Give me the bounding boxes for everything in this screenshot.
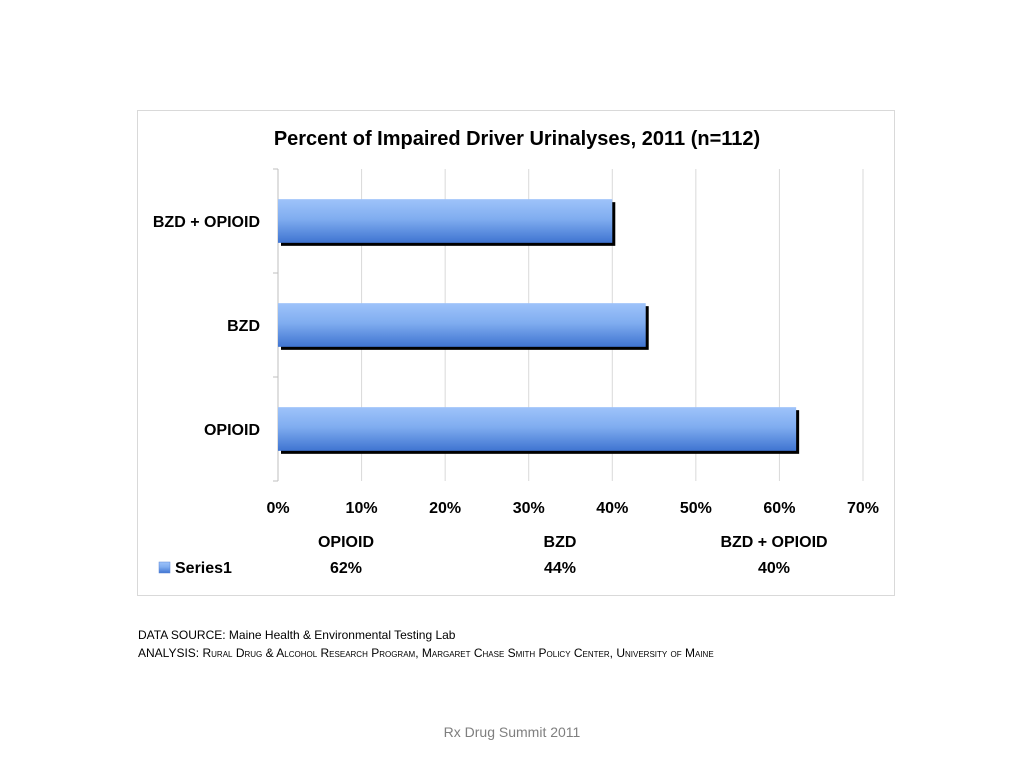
data-source-prefix: DATA SOURCE: (138, 628, 229, 642)
chart-frame: Percent of Impaired Driver Urinalyses, 2… (137, 110, 895, 596)
analysis-text: Rural Drug & Alcohol Research Program, M… (202, 646, 714, 660)
data-source-text: Maine Health & Environmental Testing Lab (228, 628, 456, 642)
bar-bzd (278, 303, 646, 347)
data-label: 44% (544, 560, 576, 577)
table-header: OPIOID (318, 534, 374, 551)
data-source-note: DATA SOURCE: Maine Health & Environmenta… (138, 627, 455, 644)
analysis-note: ANALYSIS: Rural Drug & Alcohol Research … (138, 645, 714, 662)
x-tick-label: 40% (596, 500, 628, 517)
table-header: BZD + OPIOID (720, 534, 827, 551)
x-tick-label: 70% (847, 500, 879, 517)
category-label: BZD + OPIOID (153, 214, 260, 231)
x-tick-label: 50% (680, 500, 712, 517)
x-tick-label: 30% (513, 500, 545, 517)
x-tick-label: 60% (763, 500, 795, 517)
data-label: 62% (330, 560, 362, 577)
x-tick-label: 20% (429, 500, 461, 517)
chart-svg: Percent of Impaired Driver Urinalyses, 2… (153, 128, 879, 577)
category-label: OPIOID (204, 422, 260, 439)
x-tick-label: 0% (266, 500, 289, 517)
bar-opioid (278, 407, 797, 451)
slide-footer: Rx Drug Summit 2011 (443, 724, 581, 740)
table-header: BZD (544, 534, 577, 551)
plot-layer: OPIOID BZD BZD + OPIOID 0% 10% 20% 30% 40% 50% 60… (153, 168, 879, 577)
legend-swatch (158, 561, 171, 574)
legend-series-name: Series1 (175, 560, 232, 577)
bar-bzd-opioid (278, 199, 613, 243)
x-tick-label: 10% (346, 500, 378, 517)
analysis-prefix: ANALYSIS: (138, 646, 203, 660)
chart-title: Percent of Impaired Driver Urinalyses, 2… (274, 128, 760, 150)
category-label: BZD (227, 318, 260, 335)
data-label: 40% (758, 560, 790, 577)
